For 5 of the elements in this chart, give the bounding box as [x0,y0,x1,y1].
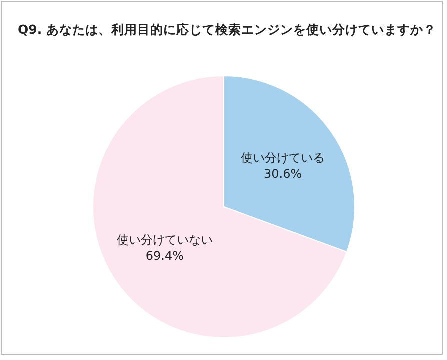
chart-title: Q9. あなたは、利用目的に応じて検索エンジンを使い分けていますか？ [18,22,436,37]
slice-label: 使い分けている [241,150,326,165]
slice-label: 使い分けていない [116,233,213,248]
data-label: 30.6% [264,166,302,181]
data-label: 69.4% [146,249,184,264]
